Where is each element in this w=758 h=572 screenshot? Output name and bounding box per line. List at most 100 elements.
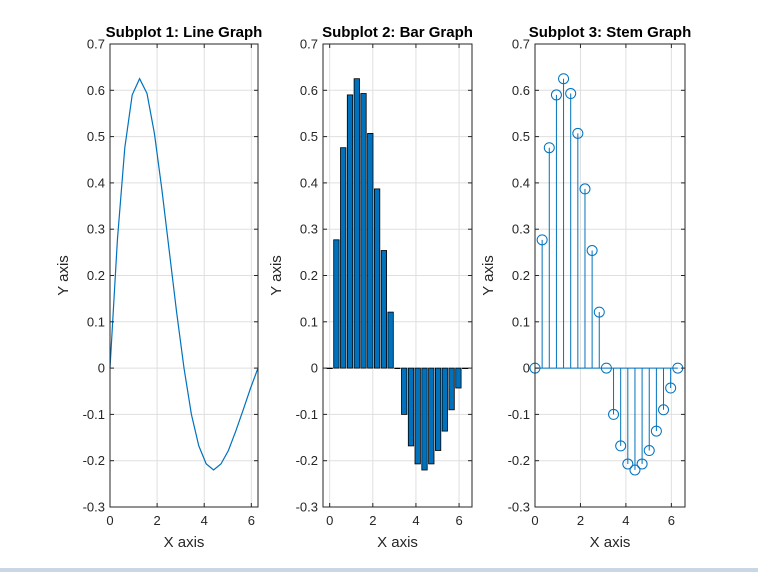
y-tick-label: 0 (523, 361, 530, 376)
bar (401, 367, 408, 415)
y-tick-label: -0.2 (83, 453, 105, 468)
y-axis-label: Y axis (480, 255, 497, 296)
stem-marker (608, 408, 620, 420)
stem-marker (650, 425, 662, 437)
x-tick-label: 6 (668, 513, 675, 528)
stem-marker (550, 89, 562, 101)
x-tick-label: 2 (153, 513, 160, 528)
y-tick-label: 0.4 (87, 175, 105, 190)
stem-marker (622, 458, 634, 470)
chart-title: Subplot 1: Line Graph (106, 24, 263, 41)
y-tick-label: 0.1 (87, 314, 105, 329)
bar (462, 367, 469, 370)
y-tick-label: -0.1 (83, 407, 105, 422)
y-tick-label: -0.3 (508, 500, 530, 515)
bar (333, 239, 340, 369)
x-tick-label: 4 (201, 513, 208, 528)
y-tick-label: 0.5 (300, 129, 318, 144)
subplot-line-graph: 0 2 4 6 -0.3 -0.2 -0.1 0 0.1 0.2 0.3 0.4 0.5 0.6 0.7Su… (55, 24, 262, 551)
bar (441, 367, 448, 432)
stem-marker (543, 142, 555, 154)
y-tick-label: 0 (98, 361, 105, 376)
x-tick-label: 6 (248, 513, 255, 528)
x-tick-label: 6 (455, 513, 462, 528)
stem-marker (600, 362, 612, 374)
x-axis-label: X axis (590, 534, 631, 551)
stem-marker (593, 306, 605, 318)
x-tick-label: 2 (369, 513, 376, 528)
bar (360, 93, 367, 369)
y-tick-label: -0.2 (296, 453, 318, 468)
y-tick-label: -0.1 (508, 407, 530, 422)
subplot-bar-graph: 0 2 4 6 -0.3 -0.2 -0.1 0 0.1 0.2 0.3 0.4 0.5 0.6 0.7 Su… (268, 24, 473, 551)
y-tick-label: 0.1 (512, 314, 530, 329)
y-tick-label: 0.3 (512, 222, 530, 237)
stem-marker (643, 445, 655, 457)
y-tick-label: 0.6 (512, 83, 530, 98)
stem-marker (658, 404, 670, 416)
x-axis-label: X axis (377, 534, 418, 551)
y-tick-label: 0.7 (512, 37, 530, 52)
stem-marker (579, 183, 591, 195)
y-tick-label: 0.2 (300, 268, 318, 283)
y-axis-label: Y axis (268, 255, 285, 296)
y-tick-label: 0.3 (87, 222, 105, 237)
x-tick-label: 0 (106, 513, 113, 528)
stem-marker (636, 458, 648, 470)
stem-marker (615, 440, 627, 452)
bar (448, 367, 455, 411)
bar (387, 311, 394, 369)
bar (340, 147, 347, 369)
y-tick-label: 0 (311, 361, 318, 376)
bar (414, 367, 421, 465)
x-tick-label: 0 (326, 513, 333, 528)
y-tick-label: 0.3 (300, 222, 318, 237)
y-tick-label: 0.7 (87, 37, 105, 52)
y-tick-label: -0.2 (508, 453, 530, 468)
bar (353, 78, 360, 369)
y-tick-label: -0.1 (296, 407, 318, 422)
subplot-stem-graph: 0 2 4 6 -0.3 -0.2 -0.1 0 0.1 0.2 0.3 0.4 0.5 0.6 0.7Su… (480, 24, 691, 551)
x-tick-label: 4 (412, 513, 419, 528)
bar (373, 188, 381, 369)
bar (380, 250, 388, 369)
bar (394, 367, 401, 370)
y-axis-label: Y axis (55, 255, 72, 296)
y-tick-label: 0.7 (300, 37, 318, 52)
stem-marker (558, 73, 570, 85)
y-tick-label: -0.3 (83, 500, 105, 515)
bar (407, 367, 415, 447)
stem-marker (536, 234, 548, 246)
bar (367, 132, 374, 369)
y-tick-label: 0.5 (512, 129, 530, 144)
y-tick-label: 0.6 (87, 83, 105, 98)
stem-marker (565, 88, 577, 100)
stem-marker (665, 382, 677, 394)
bar (455, 367, 462, 389)
x-tick-label: 4 (622, 513, 629, 528)
y-tick-label: 0.4 (300, 175, 318, 190)
chart-title: Subplot 2: Bar Graph (322, 24, 473, 41)
y-tick-label: -0.3 (296, 500, 318, 515)
x-axis-label: X axis (164, 534, 205, 551)
y-tick-label: 0.4 (512, 175, 530, 190)
chart-title: Subplot 3: Stem Graph (529, 24, 692, 41)
x-tick-label: 0 (531, 513, 538, 528)
bar (421, 367, 428, 471)
y-tick-label: 0.5 (87, 129, 105, 144)
stem-marker (629, 464, 641, 476)
bar (326, 367, 333, 370)
stem-marker (572, 127, 584, 139)
x-tick-label: 2 (577, 513, 584, 528)
bar (434, 367, 442, 451)
bar (428, 367, 435, 465)
series-line (109, 77, 259, 471)
y-tick-label: 0.1 (300, 314, 318, 329)
window-bottom-edge (0, 568, 758, 572)
bar (346, 94, 354, 369)
y-tick-label: 0.2 (87, 268, 105, 283)
y-tick-label: 0.6 (300, 83, 318, 98)
y-tick-label: 0.2 (512, 268, 530, 283)
stem-marker (586, 244, 598, 256)
